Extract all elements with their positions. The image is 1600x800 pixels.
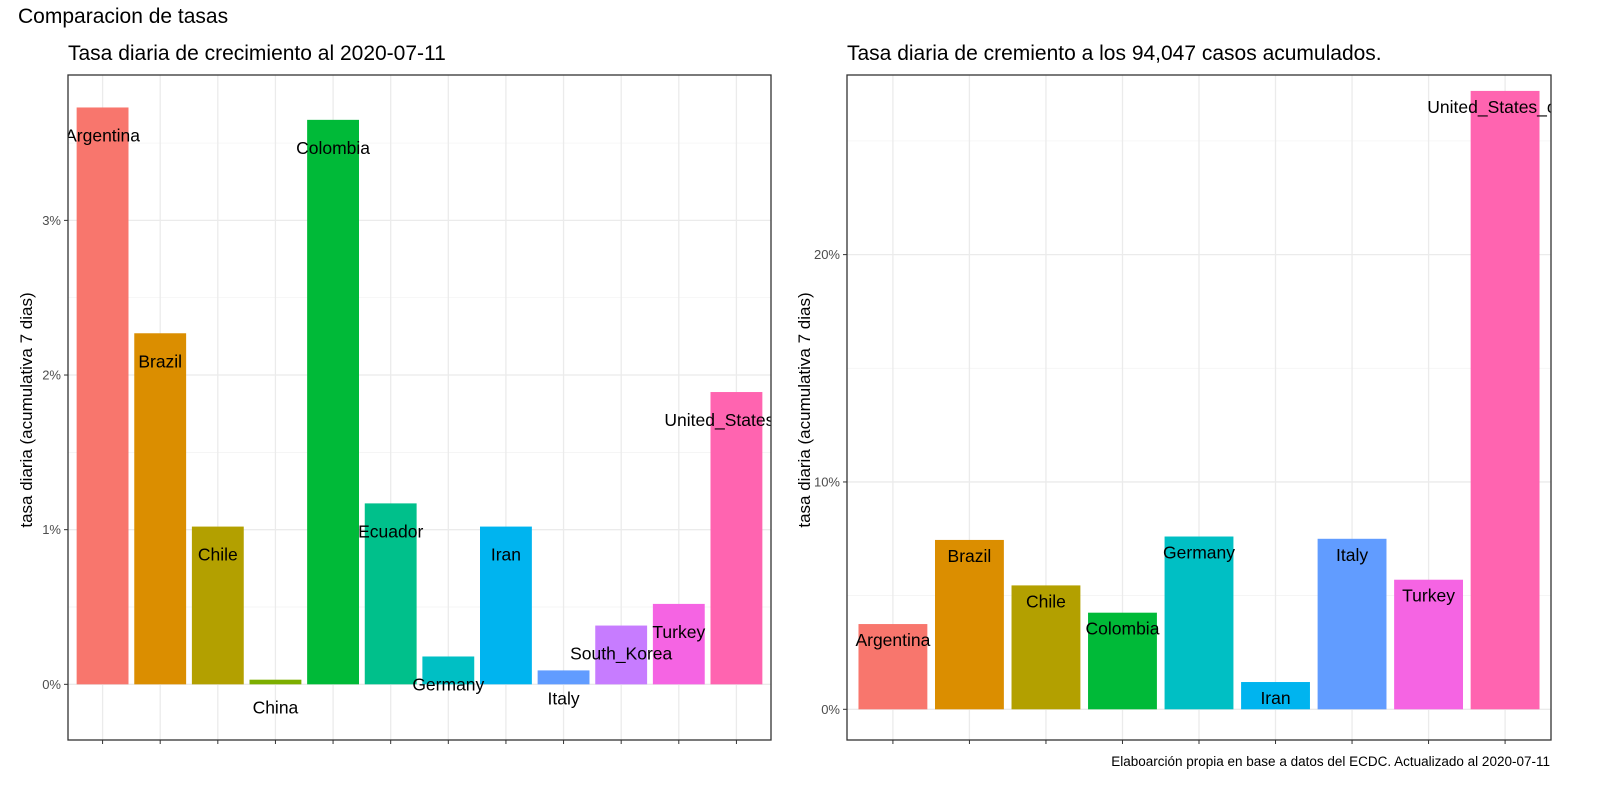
bar-chile: [1011, 585, 1081, 710]
bar-label-brazil: Brazil: [138, 351, 182, 371]
bar-label-chile: Chile: [1026, 591, 1066, 611]
bar-label-chile: Chile: [198, 545, 238, 565]
y-tick-label: 0%: [821, 702, 840, 717]
bar-germany: [1164, 536, 1234, 710]
bar-label-turkey: Turkey: [1402, 586, 1455, 606]
bar-south-korea: [595, 625, 648, 685]
bar-argentina: [858, 624, 928, 710]
bar-argentina: [76, 107, 129, 685]
y-tick-label: 10%: [814, 474, 840, 489]
bar-iran: [480, 526, 532, 685]
bar-turkey: [1394, 579, 1463, 710]
bar-label-argentina: Argentina: [65, 125, 140, 145]
bar-italy: [537, 670, 590, 685]
bar-label-argentina: Argentina: [855, 630, 930, 650]
panel-2-title: Tasa diaria de cremiento a los 94,047 ca…: [847, 42, 1382, 65]
bar-label-italy: Italy: [1336, 545, 1368, 565]
bar-label-united-states-of-america: United_States_of_: [664, 410, 808, 431]
bar-chile: [191, 526, 244, 685]
y-tick-label: 20%: [814, 247, 840, 262]
bar-ecuador: [364, 503, 417, 685]
y-tick-label: 2%: [42, 368, 61, 383]
figure-caption: Elaboarción propia en base a datos del E…: [1111, 754, 1550, 769]
bar-germany: [422, 656, 475, 685]
panel-2-y-axis-label: tasa diaria (acumulativa 7 dias): [795, 292, 814, 527]
bar-turkey: [652, 603, 705, 685]
y-tick-label: 1%: [42, 522, 61, 537]
bar-label-colombia: Colombia: [296, 138, 370, 158]
bar-brazil: [935, 539, 1004, 710]
bar-colombia: [307, 119, 359, 685]
bar-label-italy: Italy: [548, 688, 580, 708]
bar-label-colombia: Colombia: [1086, 619, 1160, 639]
bar-label-china: China: [253, 698, 299, 718]
panel-2: 0% 10% 20% Argentina Brazil Chile Colombia Germ…: [814, 74, 1583, 744]
panel-1-border: [67, 74, 772, 741]
panel-1-y-axis-label: tasa diaria (acumulativa 7 dias): [17, 292, 36, 527]
bar-china: [249, 679, 302, 685]
bar-brazil: [134, 333, 187, 685]
bar-label-germany: Germany: [1163, 543, 1235, 563]
bar-label-iran: Iran: [1260, 688, 1290, 708]
figure-title: Comparacion de tasas: [18, 5, 229, 28]
panel-1: 0% 1% 2% 3% Argentina Brazil Chile China Colombi…: [42, 74, 808, 744]
bar-united-states-of-america: [1470, 90, 1540, 710]
y-tick-label: 0%: [42, 677, 61, 692]
panel-1-title: Tasa diaria de crecimiento al 2020-07-11: [68, 42, 446, 65]
bar-label-turkey: Turkey: [652, 622, 705, 642]
bar-italy: [1317, 538, 1387, 710]
bar-label-brazil: Brazil: [948, 546, 992, 566]
bar-iran: [1241, 682, 1310, 710]
bar-united-states-of-america: [710, 392, 763, 685]
bar-label-iran: Iran: [491, 545, 521, 565]
bar-label-south-korea: South_Korea: [570, 644, 672, 665]
bar-label-ecuador: Ecuador: [358, 521, 423, 541]
y-tick-label: 3%: [42, 213, 61, 228]
bar-colombia: [1088, 612, 1157, 710]
panel-2-border: [846, 74, 1552, 741]
bar-label-germany: Germany: [412, 674, 484, 694]
bar-label-united-states-of-america: United_States_of_A: [1427, 97, 1583, 118]
